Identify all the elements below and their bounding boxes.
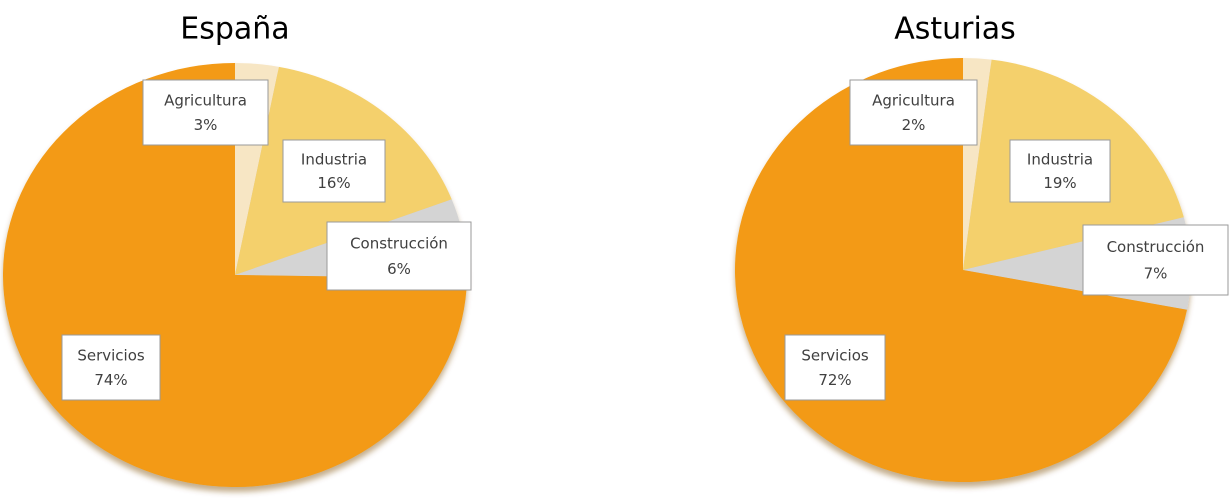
- callout-box: [142, 79, 269, 146]
- callout-value: 6%: [387, 260, 411, 278]
- chart-title: Asturias: [894, 12, 1016, 47]
- callout-value: 7%: [1144, 265, 1168, 283]
- callout-value: 3%: [194, 116, 218, 134]
- callout-box: [1082, 224, 1229, 296]
- callout-box: [1009, 139, 1111, 203]
- callout-box: [849, 79, 978, 146]
- callout-category: Construcción: [1107, 238, 1205, 256]
- callout-category: Agricultura: [872, 91, 955, 109]
- callout-value: 72%: [818, 371, 851, 389]
- callout-category: Construcción: [350, 234, 448, 252]
- callout-box: [784, 334, 886, 401]
- callout-value: 74%: [94, 371, 127, 389]
- chart-title: España: [180, 12, 289, 47]
- callout-box: [61, 334, 161, 401]
- callout-category: Servicios: [801, 346, 869, 364]
- callout-value: 2%: [902, 116, 926, 134]
- callout-box: [282, 139, 386, 203]
- callout-value: 16%: [317, 174, 350, 192]
- callout-category: Industria: [1027, 150, 1093, 168]
- callout-category: Agricultura: [164, 91, 247, 109]
- callout-box: [326, 221, 472, 291]
- callout-category: Industria: [301, 150, 367, 168]
- callout-value: 19%: [1043, 174, 1076, 192]
- callout-category: Servicios: [77, 346, 145, 364]
